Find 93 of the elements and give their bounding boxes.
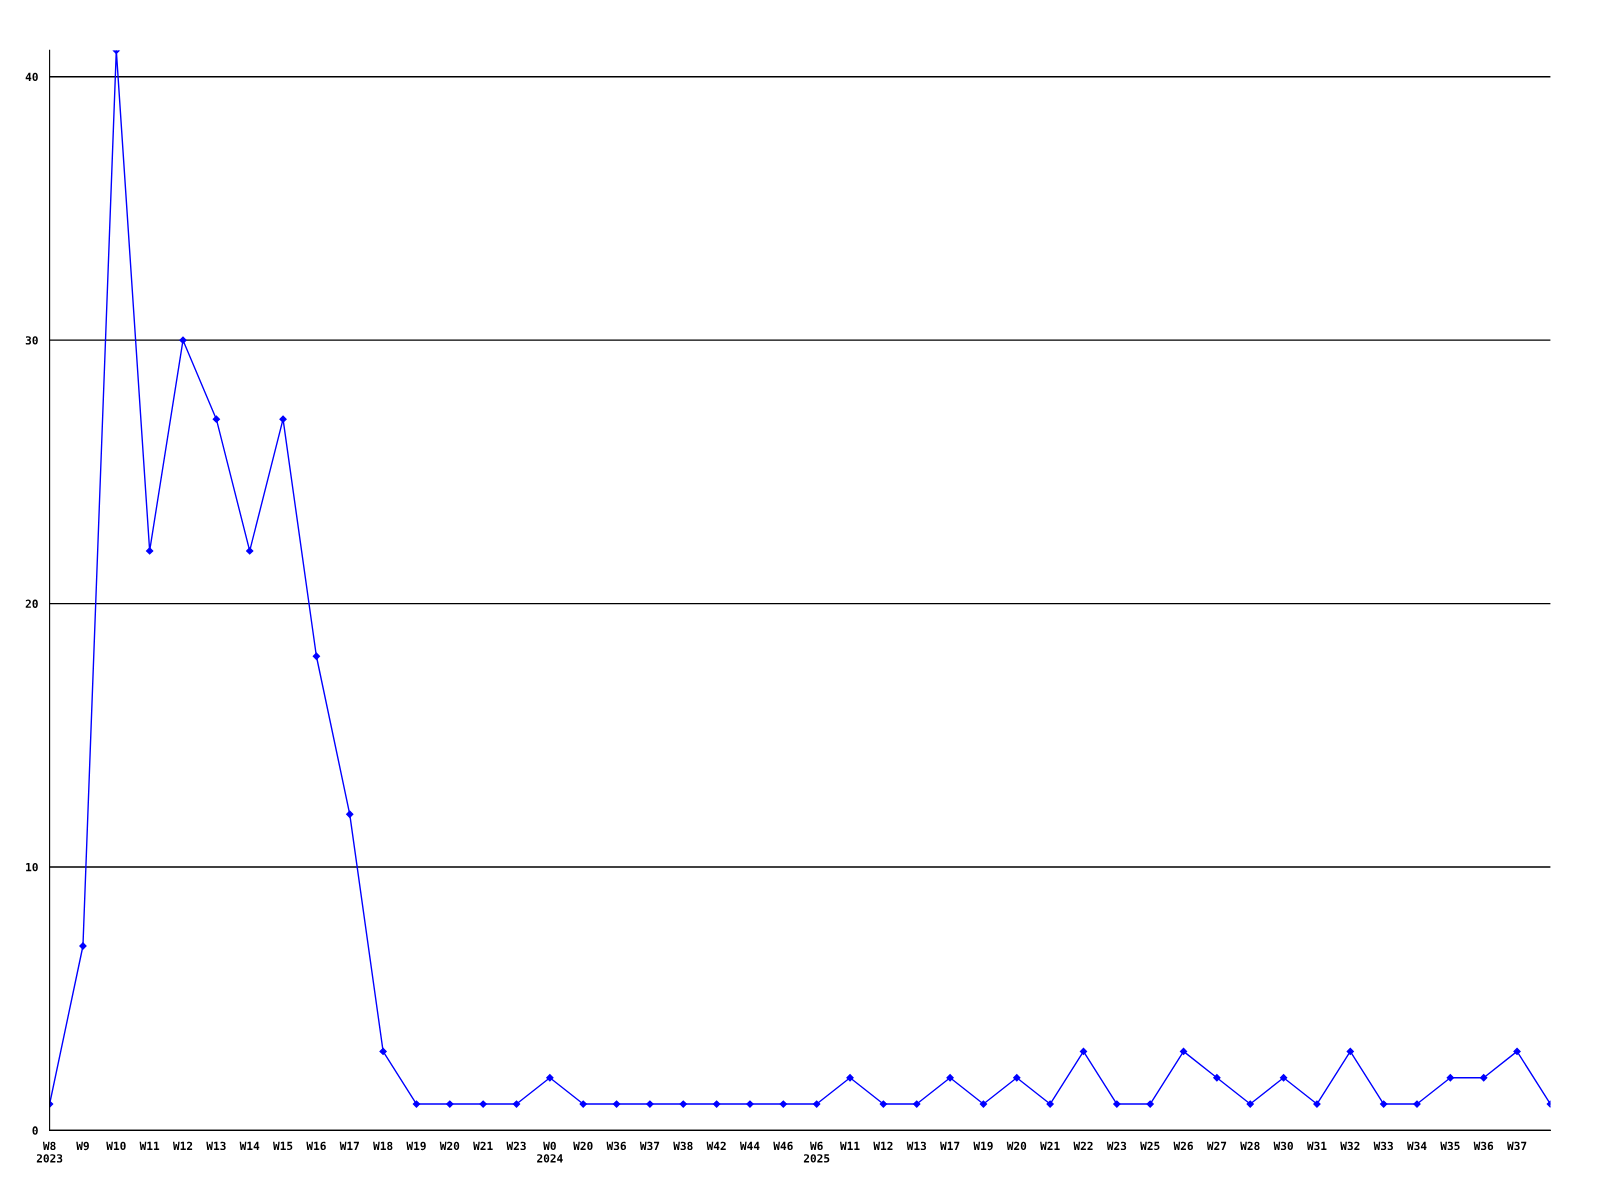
x-tick-label: W32 — [1340, 1141, 1360, 1151]
x-tick-label: W23 — [1106, 1141, 1127, 1151]
point — [612, 1100, 621, 1108]
point — [479, 1100, 487, 1108]
x-tick-label: W19 — [973, 1141, 993, 1151]
x-tick-label: W10 — [106, 1141, 126, 1151]
x-tick-label: W20 — [1006, 1141, 1027, 1151]
point — [346, 810, 354, 818]
point — [179, 336, 187, 344]
point — [1513, 1047, 1521, 1056]
point — [1046, 1100, 1054, 1108]
x-tick-label: W23 — [506, 1141, 526, 1151]
point — [1413, 1100, 1421, 1108]
x-tick-label: W17 — [339, 1141, 359, 1150]
point — [212, 415, 220, 423]
x-tick-label: W14 — [239, 1141, 260, 1150]
point — [1380, 1100, 1388, 1108]
x-tick-label: W9 — [76, 1141, 89, 1151]
point — [1313, 1100, 1321, 1108]
x-tick-label: W17 — [940, 1141, 960, 1150]
x-tick-label: W21 — [473, 1141, 493, 1150]
x-tick-label: W6 2025 — [803, 1141, 830, 1163]
x-tick-label: W8 2023 — [36, 1141, 63, 1163]
x-tick-label: W20 — [439, 1141, 460, 1151]
point — [446, 1100, 454, 1108]
x-tick-label: W31 — [1306, 1141, 1327, 1151]
x-tick-label: W26 — [1173, 1141, 1193, 1151]
point — [412, 1100, 421, 1108]
y-tick-label: 30 — [25, 336, 38, 345]
x-tick-label: W27 — [1206, 1141, 1227, 1150]
x-tick-label: W16 — [306, 1141, 326, 1151]
x-tick-label: W12 — [873, 1141, 893, 1150]
point — [279, 415, 287, 423]
x-tick-label: W37 — [1507, 1141, 1527, 1151]
x-tick-label: W36 — [606, 1141, 626, 1151]
x-tick-label: W37 — [639, 1141, 660, 1151]
point — [512, 1100, 521, 1108]
y-tick-label: 10 — [26, 862, 38, 872]
x-tick-label: W22 — [1073, 1141, 1093, 1150]
point — [546, 1074, 554, 1082]
x-tick-label: W46 — [773, 1141, 793, 1151]
y-tick-label: 20 — [25, 599, 38, 608]
point — [712, 1100, 721, 1108]
x-tick-label: W13 — [906, 1141, 927, 1151]
point — [913, 1100, 921, 1108]
point — [79, 942, 87, 950]
x-tick-label: W44 — [739, 1141, 760, 1150]
x-tick-label: W38 — [673, 1141, 693, 1151]
x-tick-label: W11 — [139, 1141, 160, 1150]
x-tick-label: W42 — [706, 1141, 726, 1150]
x-tick-label: W33 — [1373, 1141, 1393, 1151]
point — [579, 1100, 587, 1108]
x-tick-label: W0 2024 — [537, 1141, 563, 1163]
x-tick-label: W28 — [1240, 1141, 1260, 1151]
x-tick-label: W15 — [273, 1141, 293, 1151]
point — [1446, 1074, 1454, 1082]
point — [1113, 1100, 1121, 1108]
x-tick-label: W13 — [206, 1141, 226, 1151]
point — [1179, 1047, 1188, 1056]
x-tick-label: W21 — [1040, 1141, 1060, 1150]
point — [1146, 1100, 1154, 1108]
point — [813, 1100, 821, 1108]
point — [1279, 1074, 1288, 1082]
x-tick-label: W30 — [1273, 1141, 1293, 1151]
point — [1213, 1074, 1221, 1082]
point — [379, 1047, 387, 1056]
point — [1346, 1047, 1354, 1056]
x-tick-label: W36 — [1473, 1141, 1494, 1151]
x-tick-label: W19 — [406, 1141, 426, 1151]
point — [779, 1100, 787, 1108]
point — [1013, 1074, 1021, 1082]
point — [879, 1100, 888, 1108]
x-tick-label: W34 — [1406, 1141, 1427, 1151]
point — [312, 652, 321, 660]
x-tick-label: W12 — [172, 1141, 193, 1150]
point — [846, 1074, 854, 1082]
point — [646, 1100, 654, 1108]
x-tick-label: W18 — [373, 1141, 393, 1151]
point — [979, 1100, 988, 1108]
x-tick-label: W35 — [1440, 1141, 1460, 1151]
point — [1480, 1074, 1488, 1082]
point — [946, 1074, 954, 1082]
point — [1246, 1100, 1254, 1108]
point — [746, 1100, 754, 1108]
x-tick-label: W25 — [1140, 1141, 1160, 1151]
point — [146, 547, 154, 555]
y-tick-label: 0 — [32, 1126, 38, 1135]
point — [246, 547, 254, 555]
x-tick-label: W20 — [573, 1141, 593, 1151]
point — [1079, 1047, 1088, 1056]
point — [679, 1100, 687, 1108]
x-tick-label: W11 — [839, 1141, 860, 1150]
y-tick-label: 40 — [25, 72, 38, 82]
